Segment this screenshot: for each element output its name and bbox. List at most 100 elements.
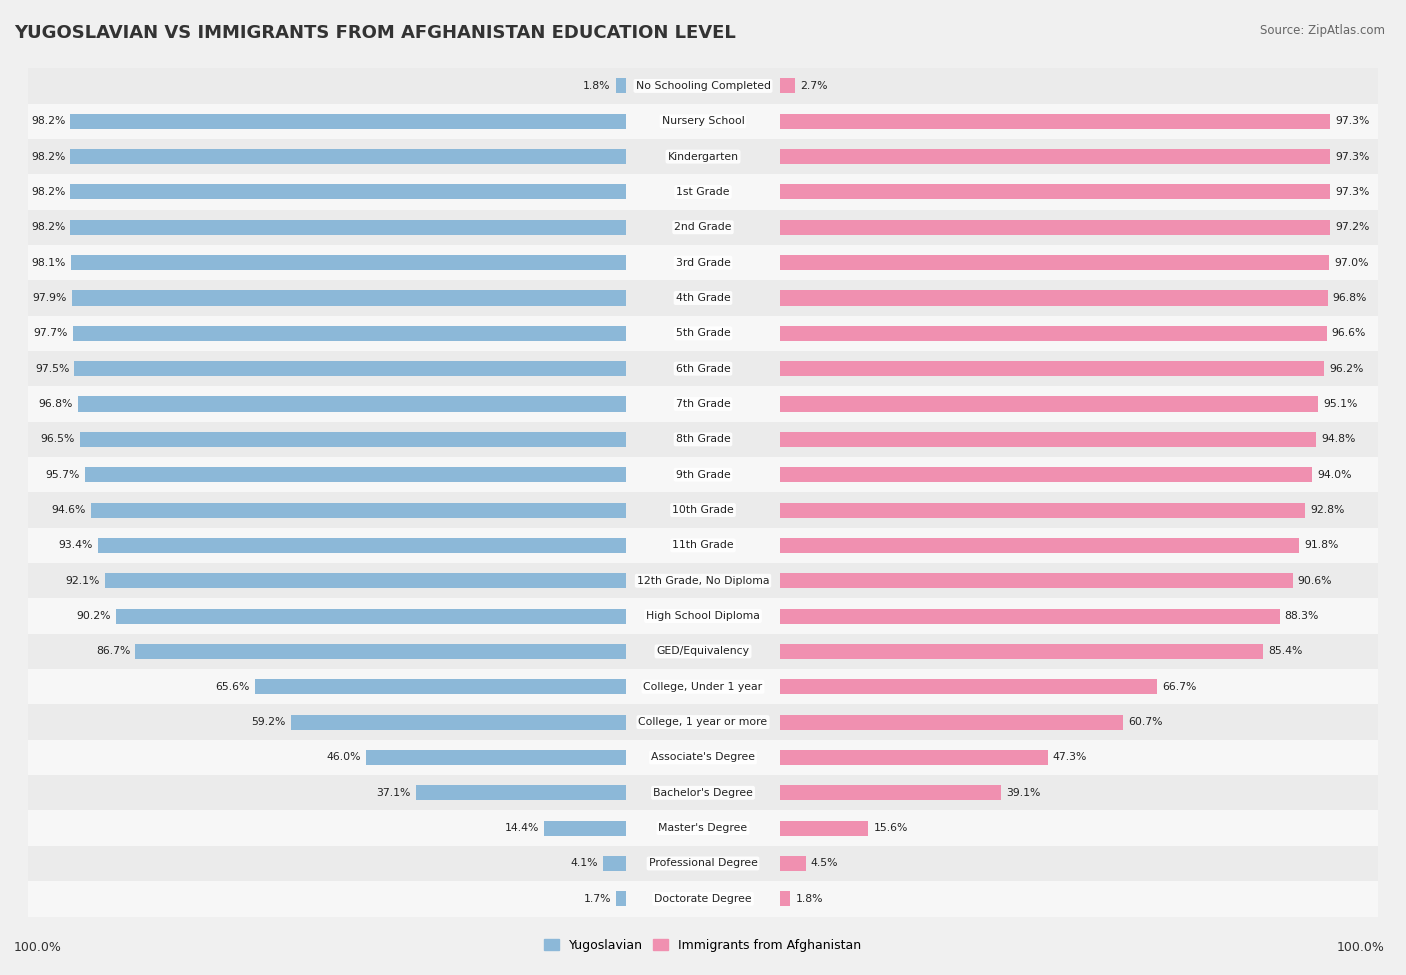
Bar [780, 785, 1001, 800]
Text: 97.3%: 97.3% [1336, 151, 1369, 162]
Bar [780, 891, 790, 907]
Bar [780, 573, 1292, 588]
Bar [105, 573, 626, 588]
Bar [291, 715, 626, 729]
Text: College, 1 year or more: College, 1 year or more [638, 717, 768, 727]
Text: 1.8%: 1.8% [583, 81, 610, 91]
Bar [780, 114, 1330, 129]
Bar [780, 608, 1279, 624]
Bar [616, 891, 626, 907]
Bar [28, 775, 1378, 810]
Text: 8th Grade: 8th Grade [676, 434, 730, 445]
Bar [780, 184, 1330, 200]
Text: 91.8%: 91.8% [1305, 540, 1339, 551]
Bar [28, 881, 1378, 916]
Text: 4th Grade: 4th Grade [676, 292, 730, 303]
Bar [79, 397, 626, 411]
Bar [780, 750, 1047, 765]
Bar [780, 502, 1305, 518]
Text: 92.1%: 92.1% [66, 575, 100, 586]
Bar [28, 564, 1378, 599]
Text: 5th Grade: 5th Grade [676, 329, 730, 338]
Text: Nursery School: Nursery School [662, 116, 744, 127]
Bar [28, 245, 1378, 281]
Text: 6th Grade: 6th Grade [676, 364, 730, 373]
Bar [135, 644, 626, 659]
Text: 98.1%: 98.1% [31, 257, 66, 268]
Bar [780, 255, 1329, 270]
Text: 2nd Grade: 2nd Grade [675, 222, 731, 232]
Text: 94.0%: 94.0% [1317, 470, 1351, 480]
Bar [28, 175, 1378, 210]
Bar [616, 78, 626, 94]
Bar [70, 114, 626, 129]
Text: 92.8%: 92.8% [1310, 505, 1344, 515]
Bar [28, 351, 1378, 386]
Text: 97.9%: 97.9% [32, 292, 67, 303]
Text: 14.4%: 14.4% [505, 823, 540, 834]
Bar [70, 219, 626, 235]
Bar [91, 502, 626, 518]
Text: 93.4%: 93.4% [58, 540, 93, 551]
Bar [603, 856, 626, 871]
Text: 46.0%: 46.0% [326, 753, 360, 762]
Text: 97.0%: 97.0% [1334, 257, 1368, 268]
Bar [780, 78, 796, 94]
Text: 95.1%: 95.1% [1323, 399, 1358, 410]
Bar [28, 386, 1378, 421]
Text: 96.5%: 96.5% [41, 434, 75, 445]
Legend: Yugoslavian, Immigrants from Afghanistan: Yugoslavian, Immigrants from Afghanistan [540, 934, 866, 956]
Text: 97.2%: 97.2% [1336, 222, 1369, 232]
Bar [73, 326, 626, 341]
Text: 59.2%: 59.2% [252, 717, 285, 727]
Text: 97.3%: 97.3% [1336, 116, 1369, 127]
Text: Kindergarten: Kindergarten [668, 151, 738, 162]
Bar [75, 361, 626, 376]
Text: 94.8%: 94.8% [1322, 434, 1355, 445]
Bar [28, 421, 1378, 457]
Text: 96.8%: 96.8% [39, 399, 73, 410]
Bar [70, 184, 626, 200]
Bar [97, 538, 626, 553]
Bar [780, 219, 1330, 235]
Text: 37.1%: 37.1% [377, 788, 411, 798]
Text: 9th Grade: 9th Grade [676, 470, 730, 480]
Text: 2.7%: 2.7% [800, 81, 828, 91]
Text: 90.2%: 90.2% [76, 611, 111, 621]
Bar [254, 680, 626, 694]
Bar [28, 492, 1378, 527]
Text: College, Under 1 year: College, Under 1 year [644, 682, 762, 692]
Text: YUGOSLAVIAN VS IMMIGRANTS FROM AFGHANISTAN EDUCATION LEVEL: YUGOSLAVIAN VS IMMIGRANTS FROM AFGHANIST… [14, 24, 735, 42]
Text: 15.6%: 15.6% [873, 823, 908, 834]
Text: 1st Grade: 1st Grade [676, 187, 730, 197]
Bar [780, 432, 1316, 447]
Text: 98.2%: 98.2% [31, 187, 65, 197]
Bar [28, 68, 1378, 103]
Bar [780, 467, 1312, 483]
Bar [28, 103, 1378, 138]
Text: 98.2%: 98.2% [31, 151, 65, 162]
Text: 60.7%: 60.7% [1129, 717, 1163, 727]
Bar [780, 680, 1157, 694]
Text: 98.2%: 98.2% [31, 116, 65, 127]
Bar [416, 785, 626, 800]
Bar [84, 467, 626, 483]
Text: 97.3%: 97.3% [1336, 187, 1369, 197]
Bar [28, 740, 1378, 775]
Text: 97.5%: 97.5% [35, 364, 69, 373]
Bar [28, 138, 1378, 175]
Text: Master's Degree: Master's Degree [658, 823, 748, 834]
Text: GED/Equivalency: GED/Equivalency [657, 646, 749, 656]
Bar [780, 397, 1317, 411]
Bar [70, 149, 626, 164]
Bar [80, 432, 626, 447]
Text: 10th Grade: 10th Grade [672, 505, 734, 515]
Text: 85.4%: 85.4% [1268, 646, 1303, 656]
Text: 96.8%: 96.8% [1333, 292, 1367, 303]
Text: 86.7%: 86.7% [96, 646, 131, 656]
Text: 100.0%: 100.0% [1337, 941, 1385, 954]
Text: 100.0%: 100.0% [14, 941, 62, 954]
Bar [366, 750, 626, 765]
Bar [28, 810, 1378, 846]
Bar [780, 361, 1324, 376]
